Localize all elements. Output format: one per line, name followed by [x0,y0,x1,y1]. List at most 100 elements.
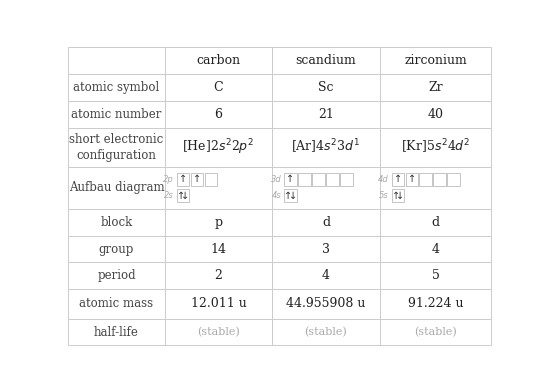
Text: 4s: 4s [272,191,282,200]
Bar [379,319,491,345]
Bar [68,289,165,319]
Bar [68,236,165,262]
Text: ↑: ↑ [179,175,187,184]
Bar [272,319,379,345]
Bar [379,47,491,74]
Bar [165,289,272,319]
Bar [272,262,379,289]
Text: ↓: ↓ [396,191,404,201]
Text: block: block [100,216,133,229]
Bar [326,173,339,186]
Text: p: p [215,216,223,229]
Bar [272,209,379,236]
Text: 21: 21 [318,108,334,121]
Text: 6: 6 [215,108,222,121]
Bar [272,236,379,262]
Bar [68,209,165,236]
Bar [272,74,379,101]
Bar [434,173,446,186]
Text: 2: 2 [215,269,222,282]
Bar [68,319,165,345]
Bar [272,128,379,167]
Text: 2p: 2p [163,175,174,184]
Bar [379,167,491,209]
Bar [419,173,432,186]
Text: [Ar]4$s^2$3$d^1$: [Ar]4$s^2$3$d^1$ [291,138,360,156]
Text: scandium: scandium [295,54,357,67]
Text: 40: 40 [428,108,443,121]
Bar [165,319,272,345]
Text: 12.011 u: 12.011 u [191,297,246,310]
Text: Sc: Sc [318,81,334,94]
Bar [165,236,272,262]
Text: short electronic
configuration: short electronic configuration [69,133,164,162]
Bar [379,236,491,262]
Text: atomic number: atomic number [72,108,162,121]
Text: [Kr]5$s^2$4$d^2$: [Kr]5$s^2$4$d^2$ [401,138,470,156]
Text: 2s: 2s [164,191,174,200]
Bar [68,101,165,128]
Bar [379,262,491,289]
Bar [272,47,379,74]
Text: atomic symbol: atomic symbol [73,81,159,94]
Text: carbon: carbon [197,54,241,67]
Bar [165,167,272,209]
Bar [298,173,311,186]
Bar [165,128,272,167]
Bar [68,74,165,101]
Text: atomic mass: atomic mass [79,297,153,310]
Bar [379,74,491,101]
Bar [379,128,491,167]
Bar [379,101,491,128]
Bar [391,173,404,186]
Text: ↑: ↑ [286,175,294,184]
Text: (stable): (stable) [414,327,457,337]
Bar [406,173,418,186]
Text: ↑: ↑ [394,175,402,184]
Text: C: C [213,81,223,94]
Bar [176,173,189,186]
Text: d: d [431,216,440,229]
Text: 3: 3 [322,242,330,256]
Bar [165,101,272,128]
Bar [68,262,165,289]
Text: 5: 5 [431,269,440,282]
Bar [205,173,217,186]
Text: 5s: 5s [379,191,389,200]
Text: (stable): (stable) [197,327,240,337]
Bar [272,101,379,128]
Text: half-life: half-life [94,326,139,339]
Text: 4: 4 [322,269,330,282]
Bar [68,128,165,167]
Text: Aufbau diagram: Aufbau diagram [69,182,164,194]
Text: 44.955908 u: 44.955908 u [286,297,366,310]
Bar [165,74,272,101]
Text: [He]2$s^2$2$p^2$: [He]2$s^2$2$p^2$ [182,137,254,157]
Bar [379,209,491,236]
Text: 14: 14 [210,242,227,256]
Text: ↓: ↓ [289,191,297,201]
Bar [68,47,165,74]
Bar [447,173,460,186]
Bar [191,173,203,186]
Text: 4: 4 [431,242,440,256]
Text: ↑: ↑ [408,175,416,184]
Text: ↑: ↑ [284,191,292,201]
Text: Zr: Zr [428,81,443,94]
Text: 4d: 4d [378,175,389,184]
Bar [68,167,165,209]
Text: group: group [99,242,134,256]
Text: ↓: ↓ [181,191,189,201]
Bar [165,47,272,74]
Text: 3d: 3d [271,175,282,184]
Bar [379,289,491,319]
Bar [284,189,297,202]
Text: ↑: ↑ [193,175,201,184]
Bar [176,189,189,202]
Text: zirconium: zirconium [404,54,467,67]
Bar [272,167,379,209]
Bar [284,173,297,186]
Text: ↑: ↑ [176,191,185,201]
Bar [165,262,272,289]
Text: (stable): (stable) [305,327,347,337]
